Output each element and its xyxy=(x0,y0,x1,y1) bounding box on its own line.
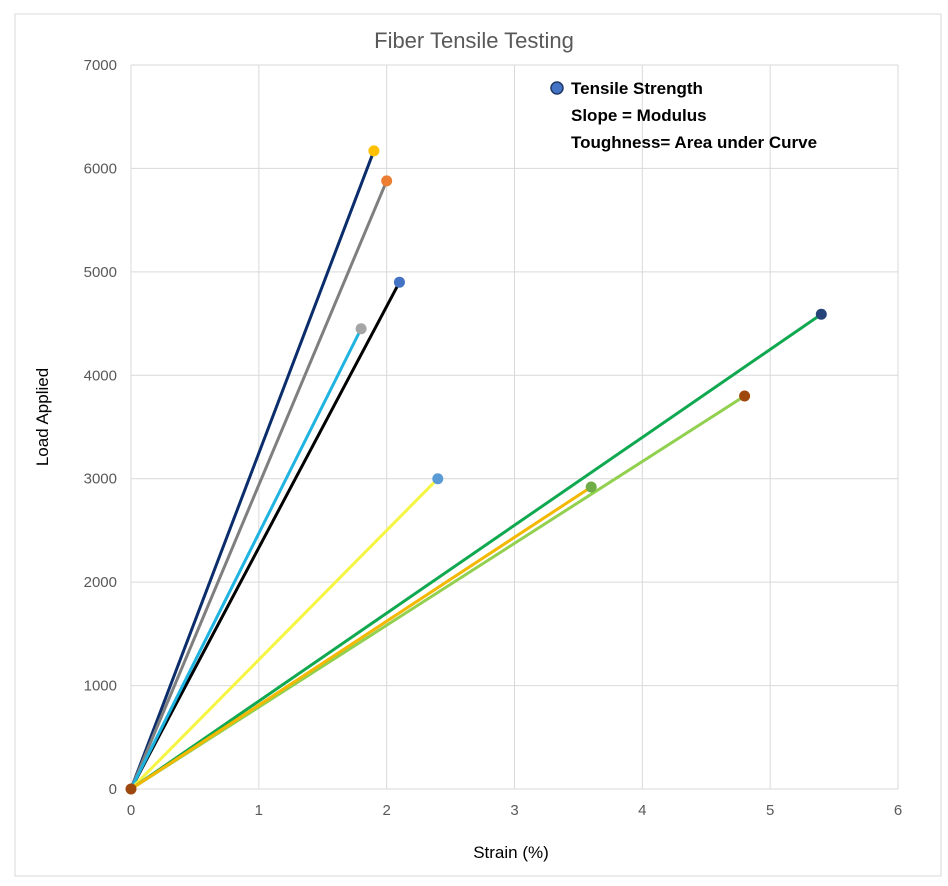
tensile-strength-point xyxy=(381,175,393,187)
y-tick-label: 1000 xyxy=(84,678,117,695)
y-tick-label: 4000 xyxy=(84,367,117,384)
x-tick-label: 6 xyxy=(894,802,902,819)
series-line xyxy=(129,180,389,790)
origin-point xyxy=(125,783,137,795)
y-axis-label: Load Applied xyxy=(33,368,52,466)
legend: Tensile Strength Slope = Modulus Toughne… xyxy=(550,79,817,152)
legend-line-3: Toughness= Area under Curve xyxy=(571,133,817,152)
series-fiber-4 xyxy=(129,323,367,790)
tensile-strength-point xyxy=(815,308,827,320)
tensile-strength-point xyxy=(393,276,405,288)
tensile-strength-point xyxy=(585,481,597,493)
y-tick-label: 0 xyxy=(109,781,117,798)
x-tick-label: 1 xyxy=(255,802,263,819)
grid xyxy=(130,64,899,790)
legend-line-2: Slope = Modulus xyxy=(571,106,707,125)
y-tick-label: 7000 xyxy=(84,57,117,74)
tensile-strength-point xyxy=(739,390,751,402)
y-tick-label: 5000 xyxy=(84,264,117,281)
tensile-strength-point xyxy=(432,473,444,485)
x-tick-label: 2 xyxy=(382,802,390,819)
y-tick-label: 2000 xyxy=(84,574,117,591)
series-fiber-1 xyxy=(129,145,380,790)
series-fiber-8 xyxy=(130,481,597,791)
y-tick-label: 3000 xyxy=(84,471,117,488)
series-fiber-2 xyxy=(129,175,393,790)
series-line xyxy=(130,485,593,791)
series-fiber-3 xyxy=(129,276,405,790)
ticks: 0 1 2 3 4 5 6 0 1000 2000 3000 4000 5000 6000 7000 xyxy=(84,57,903,819)
x-tick-label: 3 xyxy=(510,802,518,819)
series-line xyxy=(129,281,401,790)
x-axis-label: Strain (%) xyxy=(473,843,549,862)
series-line xyxy=(129,328,363,790)
x-tick-label: 4 xyxy=(638,802,646,819)
series-fiber-5 xyxy=(129,473,444,791)
series-fiber-6 xyxy=(130,308,827,791)
series-line xyxy=(129,150,376,790)
x-tick-label: 5 xyxy=(766,802,774,819)
tensile-strength-point xyxy=(368,145,380,157)
tensile-strength-point xyxy=(355,323,367,335)
chart-title: Fiber Tensile Testing xyxy=(374,28,574,53)
legend-line-1: Tensile Strength xyxy=(571,79,703,98)
legend-marker xyxy=(550,81,564,95)
y-tick-label: 6000 xyxy=(84,160,117,177)
series-group xyxy=(125,145,827,795)
series-line xyxy=(130,313,823,791)
series-line xyxy=(129,477,439,791)
chart-border xyxy=(14,13,942,877)
x-tick-label: 0 xyxy=(127,802,135,819)
